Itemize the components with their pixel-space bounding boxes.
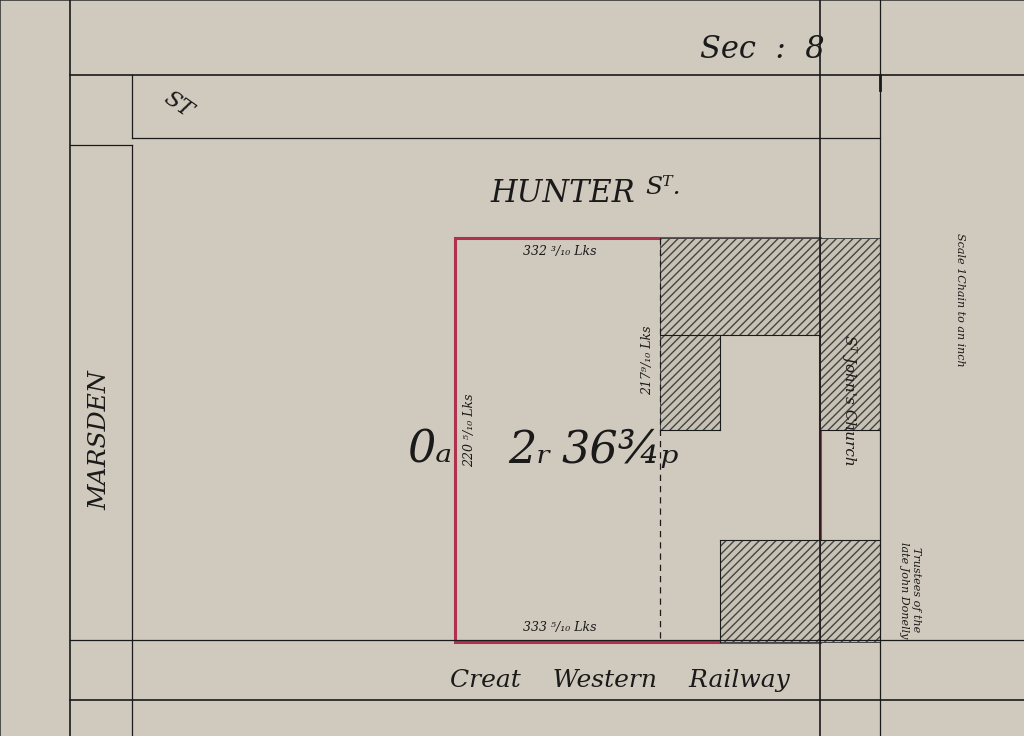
Text: Creat    Western    Railway: Creat Western Railway <box>451 668 790 692</box>
Text: 333 ⁵/₁₀ Lks: 333 ⁵/₁₀ Lks <box>523 621 597 634</box>
Polygon shape <box>820 238 880 430</box>
Text: ST: ST <box>160 88 197 123</box>
Text: 220 ⁵/₁₀ Lks: 220 ⁵/₁₀ Lks <box>464 393 476 467</box>
Text: Sec  :  8: Sec : 8 <box>700 35 824 66</box>
Text: MARSDEN: MARSDEN <box>88 370 112 510</box>
Text: Scale 1Chain to an inch: Scale 1Chain to an inch <box>955 233 965 367</box>
Polygon shape <box>820 540 880 642</box>
Polygon shape <box>720 540 820 642</box>
Text: Trustees of the
late John Donelly: Trustees of the late John Donelly <box>899 542 921 638</box>
Text: Sᵀ.: Sᵀ. <box>645 177 681 199</box>
Text: Sᵀ John's Church: Sᵀ John's Church <box>843 335 857 465</box>
Text: 0ₐ: 0ₐ <box>408 428 453 472</box>
Text: 36¾ₚ: 36¾ₚ <box>561 428 679 472</box>
Text: HUNTER: HUNTER <box>490 177 635 208</box>
Polygon shape <box>660 238 820 430</box>
Text: 217⁹/₁₀ Lks: 217⁹/₁₀ Lks <box>641 325 654 394</box>
Text: 2ᵣ: 2ᵣ <box>508 428 552 472</box>
Text: 332 ³/₁₀ Lks: 332 ³/₁₀ Lks <box>523 246 597 258</box>
